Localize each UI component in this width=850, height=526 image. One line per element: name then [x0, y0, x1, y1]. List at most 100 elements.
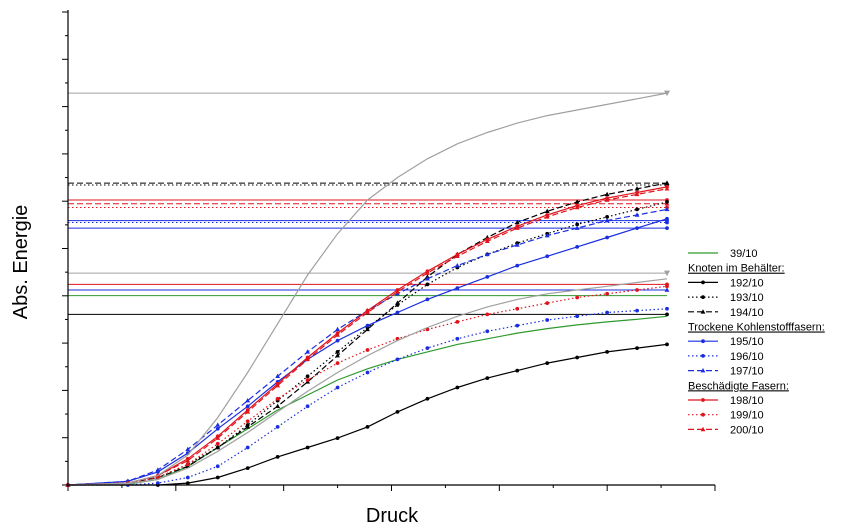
- data-point: [245, 445, 250, 450]
- data-point: [635, 288, 639, 292]
- data-point: [185, 475, 190, 480]
- data-point: [155, 481, 160, 486]
- data-point: [215, 444, 221, 450]
- legend-label: 197/10: [730, 366, 764, 378]
- data-point: [514, 242, 520, 247]
- data-point: [215, 441, 220, 446]
- reference-line-end-marker: [665, 220, 669, 225]
- series-199-10: [66, 284, 669, 487]
- legend-heading: Trockene Kohlenstofffasern:: [688, 322, 825, 334]
- data-point: [425, 396, 430, 401]
- legend-heading: Beschädigte Fasern:: [688, 380, 789, 392]
- series-200-10: [65, 186, 670, 487]
- data-point: [335, 338, 340, 343]
- data-point: [575, 222, 580, 227]
- data-point: [215, 426, 220, 431]
- data-point: [665, 284, 669, 289]
- data-point: [635, 226, 639, 231]
- data-point: [515, 368, 520, 373]
- legend-label: 196/10: [730, 351, 764, 363]
- legend-label: 194/10: [730, 307, 764, 319]
- series-line: [67, 182, 668, 486]
- legend-swatch-marker: [701, 339, 705, 344]
- data-point: [335, 385, 340, 390]
- legend-swatch-marker: [700, 368, 706, 373]
- data-point: [635, 207, 639, 212]
- data-point: [455, 286, 460, 291]
- data-point: [575, 295, 580, 300]
- data-point: [275, 383, 281, 388]
- data-point: [664, 180, 670, 185]
- legend-swatch-marker: [700, 426, 706, 432]
- data-point: [485, 329, 490, 334]
- data-point: [665, 342, 669, 347]
- data-point: [485, 376, 490, 381]
- data-point: [305, 378, 310, 382]
- series-198-10: [66, 184, 669, 487]
- data-point: [245, 424, 251, 429]
- legend-label: 39/10: [730, 248, 758, 260]
- series-line: [68, 308, 668, 486]
- legend: 39/10 Knoten im Behälter: 192/10 193/10 194/…: [688, 248, 825, 436]
- data-point: [395, 289, 400, 294]
- series-unnamed-10: [67, 92, 668, 486]
- data-point: [545, 318, 550, 322]
- y-axis-title: Abs. Energie: [10, 205, 32, 320]
- data-point: [185, 481, 190, 486]
- data-point: [245, 466, 250, 471]
- series-line: [67, 285, 668, 486]
- data-point: [604, 197, 610, 202]
- data-point: [605, 235, 609, 240]
- data-point: [545, 301, 550, 306]
- data-point: [245, 404, 250, 409]
- series-line: [68, 343, 668, 486]
- data-point: [275, 403, 281, 409]
- data-point: [515, 263, 520, 268]
- reference-line-end-marker: [665, 312, 669, 317]
- data-point: [245, 409, 251, 414]
- data-point: [575, 244, 580, 249]
- data-point: [365, 370, 370, 375]
- data-point: [545, 361, 550, 366]
- data-point: [635, 346, 639, 351]
- data-point: [664, 186, 670, 191]
- data-point: [215, 464, 220, 469]
- legend-swatch-marker: [701, 295, 705, 299]
- data-point: [604, 191, 610, 197]
- data-point: [455, 336, 460, 341]
- legend-swatch-marker: [701, 412, 705, 417]
- data-point: [635, 308, 639, 313]
- series-196-10: [66, 306, 669, 487]
- legend-swatch-marker: [701, 280, 705, 285]
- data-point: [305, 445, 310, 450]
- data-point: [245, 419, 250, 424]
- data-point: [275, 454, 280, 459]
- series-193-10: [66, 199, 669, 487]
- series-line: [67, 218, 668, 486]
- data-point: [665, 306, 669, 311]
- data-point: [365, 424, 370, 429]
- legend-swatch-marker: [701, 398, 705, 402]
- data-point: [575, 314, 580, 319]
- legend-label: 200/10: [730, 424, 764, 436]
- data-point: [425, 270, 430, 275]
- data-point: [365, 323, 370, 328]
- legend-swatch-marker: [701, 354, 705, 358]
- axes: [62, 10, 716, 491]
- data-point: [515, 306, 520, 311]
- data-point: [275, 424, 280, 429]
- reference-line-end-marker: [664, 270, 670, 277]
- x-axis-title: Druck: [366, 505, 419, 526]
- data-point: [574, 204, 580, 210]
- legend-swatch-marker: [700, 309, 706, 314]
- data-point: [485, 274, 490, 279]
- data-point: [574, 225, 580, 230]
- reference-line-end-marker: [665, 226, 669, 231]
- data-point: [305, 374, 310, 379]
- data-point: [544, 208, 550, 214]
- legend-label: 192/10: [730, 277, 764, 289]
- data-point: [395, 310, 400, 315]
- data-point: [275, 373, 281, 379]
- data-point: [665, 216, 669, 221]
- data-point: [605, 291, 609, 296]
